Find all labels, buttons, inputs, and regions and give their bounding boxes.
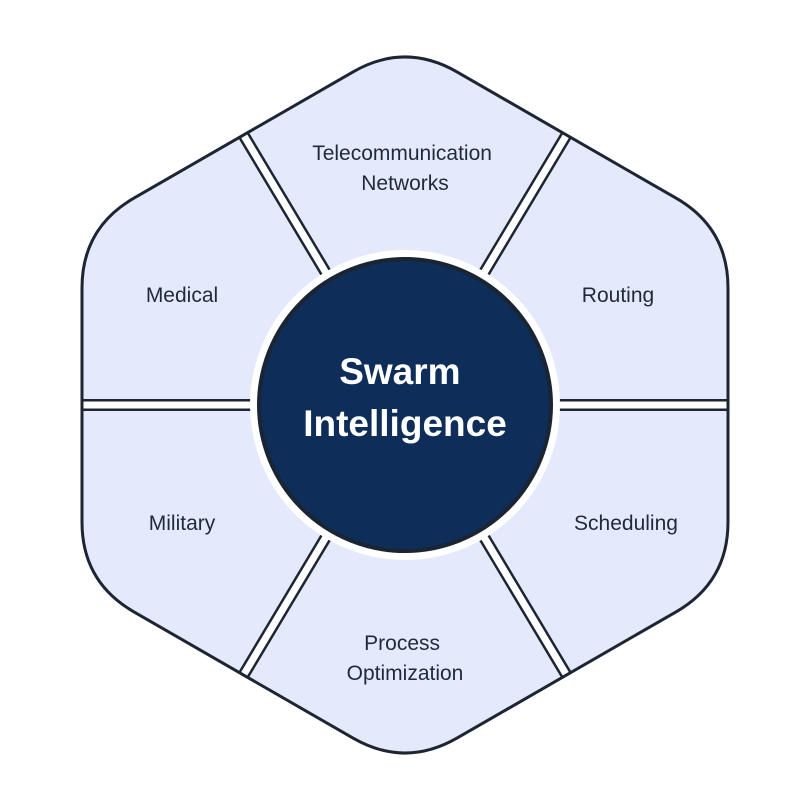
center-circle (257, 257, 553, 553)
segment-label-scheduling: Scheduling (574, 512, 678, 535)
segment-label-process-optimization: Process Optimization (347, 632, 464, 685)
segment-label-medical: Medical (146, 284, 218, 307)
center-hub: Swarm Intelligence (250, 250, 560, 560)
hexagon-outline (80, 55, 730, 755)
segment-label-military: Military (149, 512, 216, 535)
segment-label-routing: Routing (582, 284, 654, 307)
center-halo-ring (250, 250, 560, 560)
center-title: Swarm Intelligence (303, 351, 507, 444)
segment-labels: Telecommunication Networks Routing Sched… (146, 142, 678, 685)
segment-label-telecommunication-networks: Telecommunication Networks (312, 142, 498, 195)
